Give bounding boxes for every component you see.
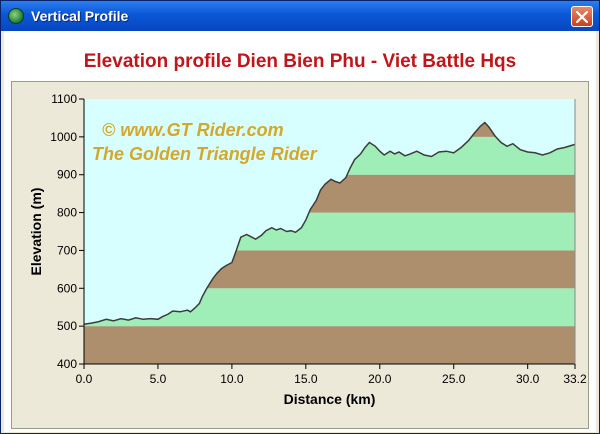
x-tick-label: 15.0 (294, 372, 318, 386)
x-axis-title: Distance (km) (284, 391, 376, 407)
elevation-chart: 400 500 600 700 800 900 1000 1100 0.0 5.0 10.0 15.0… (28, 92, 587, 407)
y-tick-label: 500 (57, 319, 77, 333)
elevation-band-400-500 (84, 326, 575, 364)
y-tick-label: 1000 (50, 130, 77, 144)
y-tick-label: 900 (57, 168, 77, 182)
x-tick-label: 0.0 (76, 372, 93, 386)
y-tick-label: 800 (57, 206, 77, 220)
x-tick-label: 30.0 (516, 372, 540, 386)
y-tick-label: 400 (57, 357, 77, 371)
x-tick-label: 25.0 (442, 372, 466, 386)
y-axis-title: Elevation (m) (28, 188, 44, 276)
elevation-profile-line (83, 121, 576, 326)
watermark-line1: © www.GT Rider.com (102, 120, 284, 140)
y-tick-label: 700 (57, 243, 77, 257)
y-tick-label: 1100 (51, 92, 77, 106)
chart-panel: 400 500 600 700 800 900 1000 1100 0.0 5.0 10.0 15.0… (11, 81, 589, 429)
x-tick-label: 10.0 (220, 372, 244, 386)
title-bar[interactable]: Vertical Profile (1, 1, 599, 31)
x-tick-label: 20.0 (368, 372, 392, 386)
chart-heading: Elevation profile Dien Bien Phu - Viet B… (83, 51, 517, 72)
window-content: Elevation profile Dien Bien Phu - Viet B… (4, 31, 596, 432)
window-title: Vertical Profile (31, 8, 129, 24)
x-tick-label: 33.2 (563, 372, 587, 386)
x-tick-label: 5.0 (150, 372, 167, 386)
close-button[interactable] (571, 6, 593, 27)
close-icon (576, 11, 588, 23)
watermark-line2: The Golden Triangle Rider (92, 144, 318, 164)
y-tick-label: 600 (57, 281, 77, 295)
globe-icon (8, 8, 24, 24)
